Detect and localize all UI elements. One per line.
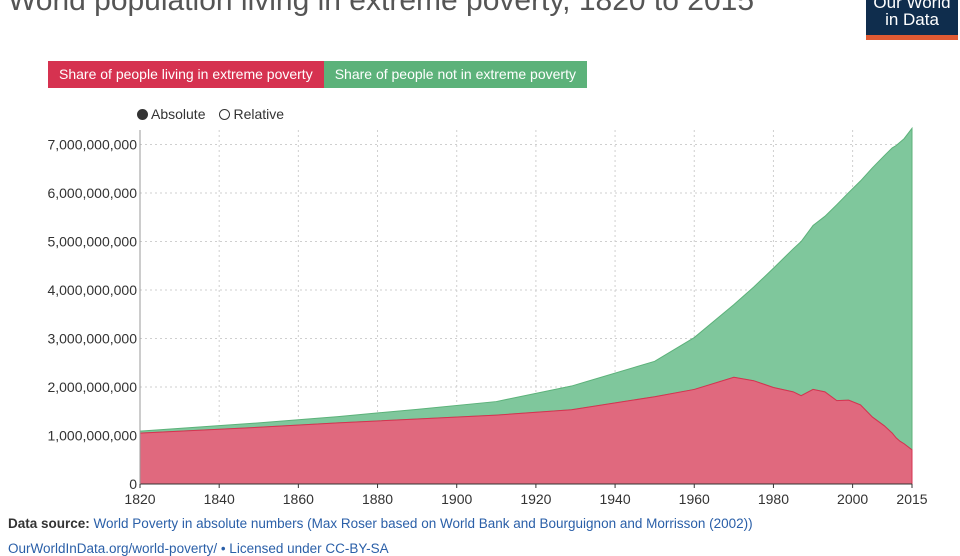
x-tick-label: 1980	[758, 491, 789, 507]
data-source: Data source: World Poverty in absolute n…	[8, 516, 753, 531]
owid-logo[interactable]: Our World in Data	[866, 0, 958, 40]
logo-line-2: in Data	[885, 10, 939, 29]
radio-empty-icon	[219, 108, 231, 120]
logo-line-1: Our World	[873, 0, 951, 12]
y-tick-label: 7,000,000,000	[47, 137, 137, 153]
legend: Share of people living in extreme povert…	[48, 61, 587, 88]
y-tick-label: 6,000,000,000	[47, 185, 137, 201]
chart-title: World population living in extreme pover…	[8, 0, 755, 17]
legend-item-extreme-poverty[interactable]: Share of people living in extreme povert…	[48, 61, 324, 88]
x-tick-label: 1840	[204, 491, 235, 507]
absolute-relative-toggle: Absolute Relative	[137, 106, 298, 122]
area-extreme-poverty	[139, 376, 913, 485]
y-tick-label: 0	[129, 476, 137, 492]
license-link[interactable]: OurWorldInData.org/world-poverty/ • Lice…	[8, 541, 389, 556]
x-tick-label: 1960	[679, 491, 710, 507]
y-tick-label: 4,000,000,000	[47, 282, 137, 298]
x-tick-label: 1920	[520, 491, 551, 507]
x-tick-label: 1940	[599, 491, 630, 507]
logo-accent-bar	[866, 35, 958, 40]
absolute-radio[interactable]: Absolute	[137, 106, 205, 122]
data-source-link[interactable]: World Poverty in absolute numbers (Max R…	[93, 516, 753, 531]
data-source-label: Data source:	[8, 516, 90, 531]
x-tick-label: 1820	[124, 491, 155, 507]
x-tick-label: 1860	[283, 491, 314, 507]
x-tick-label: 1880	[362, 491, 393, 507]
relative-radio-label: Relative	[233, 106, 285, 122]
absolute-radio-label: Absolute	[151, 106, 206, 122]
x-tick-label: 1900	[441, 491, 472, 507]
relative-radio[interactable]: Relative	[219, 106, 284, 122]
legend-item-not-extreme-poverty[interactable]: Share of people not in extreme poverty	[323, 61, 587, 88]
x-tick-label: 2000	[837, 491, 868, 507]
y-tick-label: 2,000,000,000	[47, 379, 137, 395]
x-tick-label: 2015	[896, 491, 927, 507]
y-tick-label: 3,000,000,000	[47, 331, 137, 347]
y-tick-label: 1,000,000,000	[47, 428, 137, 444]
radio-filled-icon	[137, 108, 148, 120]
y-tick-label: 5,000,000,000	[47, 234, 137, 250]
